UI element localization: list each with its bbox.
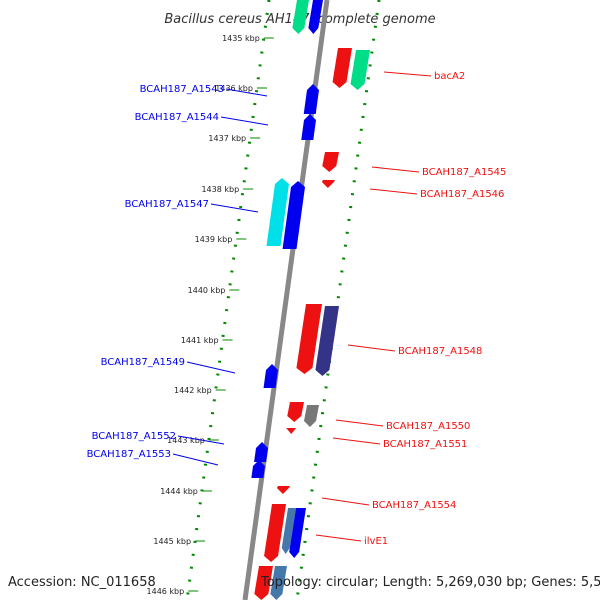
kbp-tick-label: 1437 kbp xyxy=(208,134,246,143)
gene-block-blue xyxy=(301,114,316,140)
gene-block-blue xyxy=(282,181,305,249)
gene-leader-line xyxy=(220,116,269,126)
gene-label-right: bacA2 xyxy=(434,71,465,82)
gene-leader-line xyxy=(315,534,362,542)
gene-block-blue xyxy=(308,0,323,34)
gene-leader-line xyxy=(210,203,259,213)
gene-block-blue xyxy=(251,460,265,478)
gene-leader-line xyxy=(225,88,268,97)
gene-block-green xyxy=(292,0,309,34)
gene-leader-line xyxy=(332,437,381,445)
gene-block-cyan xyxy=(266,178,289,246)
gene-block-blue xyxy=(254,442,268,462)
kbp-tick-label: 1443 kbp xyxy=(167,436,205,445)
gene-label-right: BCAH187_A1551 xyxy=(383,439,467,450)
kbp-tick-label: 1445 kbp xyxy=(153,537,191,546)
gene-leader-line xyxy=(371,166,420,173)
gene-label-right: BCAH187_A1546 xyxy=(420,189,504,200)
gene-leader-line xyxy=(321,497,370,506)
gene-leader-line xyxy=(177,435,225,445)
gene-block-red xyxy=(296,304,322,374)
gene-block-red xyxy=(254,566,273,600)
kbp-tick-label: 1439 kbp xyxy=(195,235,233,244)
gene-features xyxy=(251,0,370,600)
kbp-tick-label: 1441 kbp xyxy=(181,336,219,345)
gene-block-blue xyxy=(263,364,278,388)
gene-leader-line xyxy=(172,453,219,466)
gene-label-right: BCAH187_A1548 xyxy=(398,346,482,357)
gene-block-gray xyxy=(303,405,319,427)
topology-label: Topology: circular; Length: 5,269,030 bp… xyxy=(260,575,600,590)
gene-label-right: ilvE1 xyxy=(364,536,388,547)
gene-block-navy xyxy=(315,306,339,376)
gene-leader-line xyxy=(369,188,418,195)
kbp-tick-label: 1444 kbp xyxy=(160,487,198,496)
kbp-ticks: 1435 kbp 1436 kbp 1437 kbp 1438 kbp 1439 kbp… xyxy=(147,34,274,596)
kbp-tick-label: 1438 kbp xyxy=(201,185,239,194)
gene-block-red xyxy=(332,48,352,88)
gene-leader-line xyxy=(347,344,396,352)
kbp-tick-label: 1436 kbp xyxy=(215,84,253,93)
gene-block-steel xyxy=(270,566,287,600)
gene-label-left: BCAH187_A1543 xyxy=(140,84,224,95)
gene-label-left: BCAH187_A1549 xyxy=(101,357,185,368)
gene-block-red xyxy=(276,486,290,494)
gene-label-left: BCAH187_A1544 xyxy=(135,112,219,123)
gene-block-red xyxy=(264,504,286,562)
gene-leader-line xyxy=(186,361,236,374)
kbp-tick-label: 1446 kbp xyxy=(147,587,185,596)
gene-leader-line xyxy=(335,419,384,427)
gene-block-red xyxy=(287,402,304,422)
kbp-tick-label: 1435 kbp xyxy=(222,34,260,43)
gene-label-left: BCAH187_A1547 xyxy=(125,199,209,210)
gene-block-blue xyxy=(303,84,319,114)
gene-label-right: BCAH187_A1545 xyxy=(422,167,506,178)
gene-label-left: BCAH187_A1553 xyxy=(87,449,171,460)
gene-block-green xyxy=(350,50,370,90)
gene-block-blue xyxy=(289,508,306,558)
gene-label-right: BCAH187_A1554 xyxy=(372,500,456,511)
kbp-tick-label: 1440 kbp xyxy=(188,286,226,295)
gene-label-left: BCAH187_A1552 xyxy=(92,431,176,442)
gene-block-red xyxy=(286,428,297,434)
gene-block-red xyxy=(321,180,335,188)
kbp-tick-label: 1442 kbp xyxy=(174,386,212,395)
gene-block-red xyxy=(322,152,339,172)
gene-block-steel xyxy=(281,508,296,554)
accession-label: Accession: NC_011658 xyxy=(8,575,156,590)
gene-leader-line xyxy=(383,71,432,77)
gene-labels: BCAH187_A1543 BCAH187_A1544 BCAH187_A1547 B… xyxy=(87,71,507,547)
gene-label-right: BCAH187_A1550 xyxy=(386,421,470,432)
